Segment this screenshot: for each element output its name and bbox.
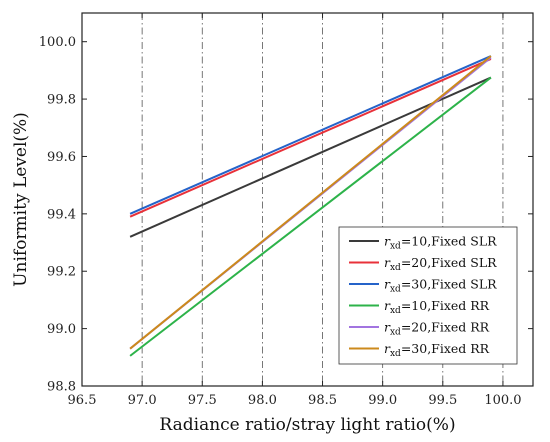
series-line [129, 57, 492, 218]
y-tick-label: 99.8 [47, 93, 76, 108]
x-tick-label: 98.5 [308, 393, 337, 408]
x-tick-label: 96.5 [68, 393, 97, 408]
legend-label: rxd=20,Fixed SLR [384, 255, 497, 273]
y-tick-label: 99.0 [47, 322, 76, 337]
x-tick-label: 97.5 [188, 393, 217, 408]
legend-box [338, 226, 518, 365]
series-lines [129, 55, 492, 357]
y-axis: 98.8 99.0 99.2 99.4 99.6 99.8 100.0 [39, 35, 533, 395]
legend-label: rxd=30,Fixed SLR [384, 277, 497, 295]
legend: rxd=10,Fixed SLR rxd=20,Fixed SLR rxd=30,F… [338, 226, 518, 365]
legend-label: rxd=20,Fixed RR [384, 320, 490, 338]
series-line [129, 76, 492, 357]
x-tick-label: 99.0 [368, 393, 397, 408]
y-tick-label: 99.2 [47, 265, 76, 280]
x-tick-label: 100.0 [484, 393, 521, 408]
legend-label: rxd=10,Fixed RR [384, 298, 490, 316]
y-tick-label: 98.8 [47, 380, 76, 395]
legend-label: rxd=10,Fixed SLR [384, 234, 497, 252]
y-axis-title: Uniformity Level(%) [11, 112, 31, 287]
x-axis: 96.5 97.0 97.5 98.0 98.5 99.0 99.5 100.0 [68, 13, 522, 408]
y-tick-label: 99.4 [47, 207, 76, 222]
x-tick-label: 97.0 [128, 393, 157, 408]
plot-frame [81, 12, 534, 387]
x-tick-label: 99.5 [428, 393, 457, 408]
series-line [129, 55, 492, 215]
x-tick-label: 98.0 [248, 393, 277, 408]
series-line [129, 55, 492, 350]
y-tick-label: 99.6 [47, 150, 76, 165]
x-axis-title: Radiance ratio/stray light ratio(%) [159, 415, 455, 435]
y-tick-label: 100.0 [39, 35, 76, 50]
legend-label: rxd=30,Fixed RR [384, 341, 490, 359]
